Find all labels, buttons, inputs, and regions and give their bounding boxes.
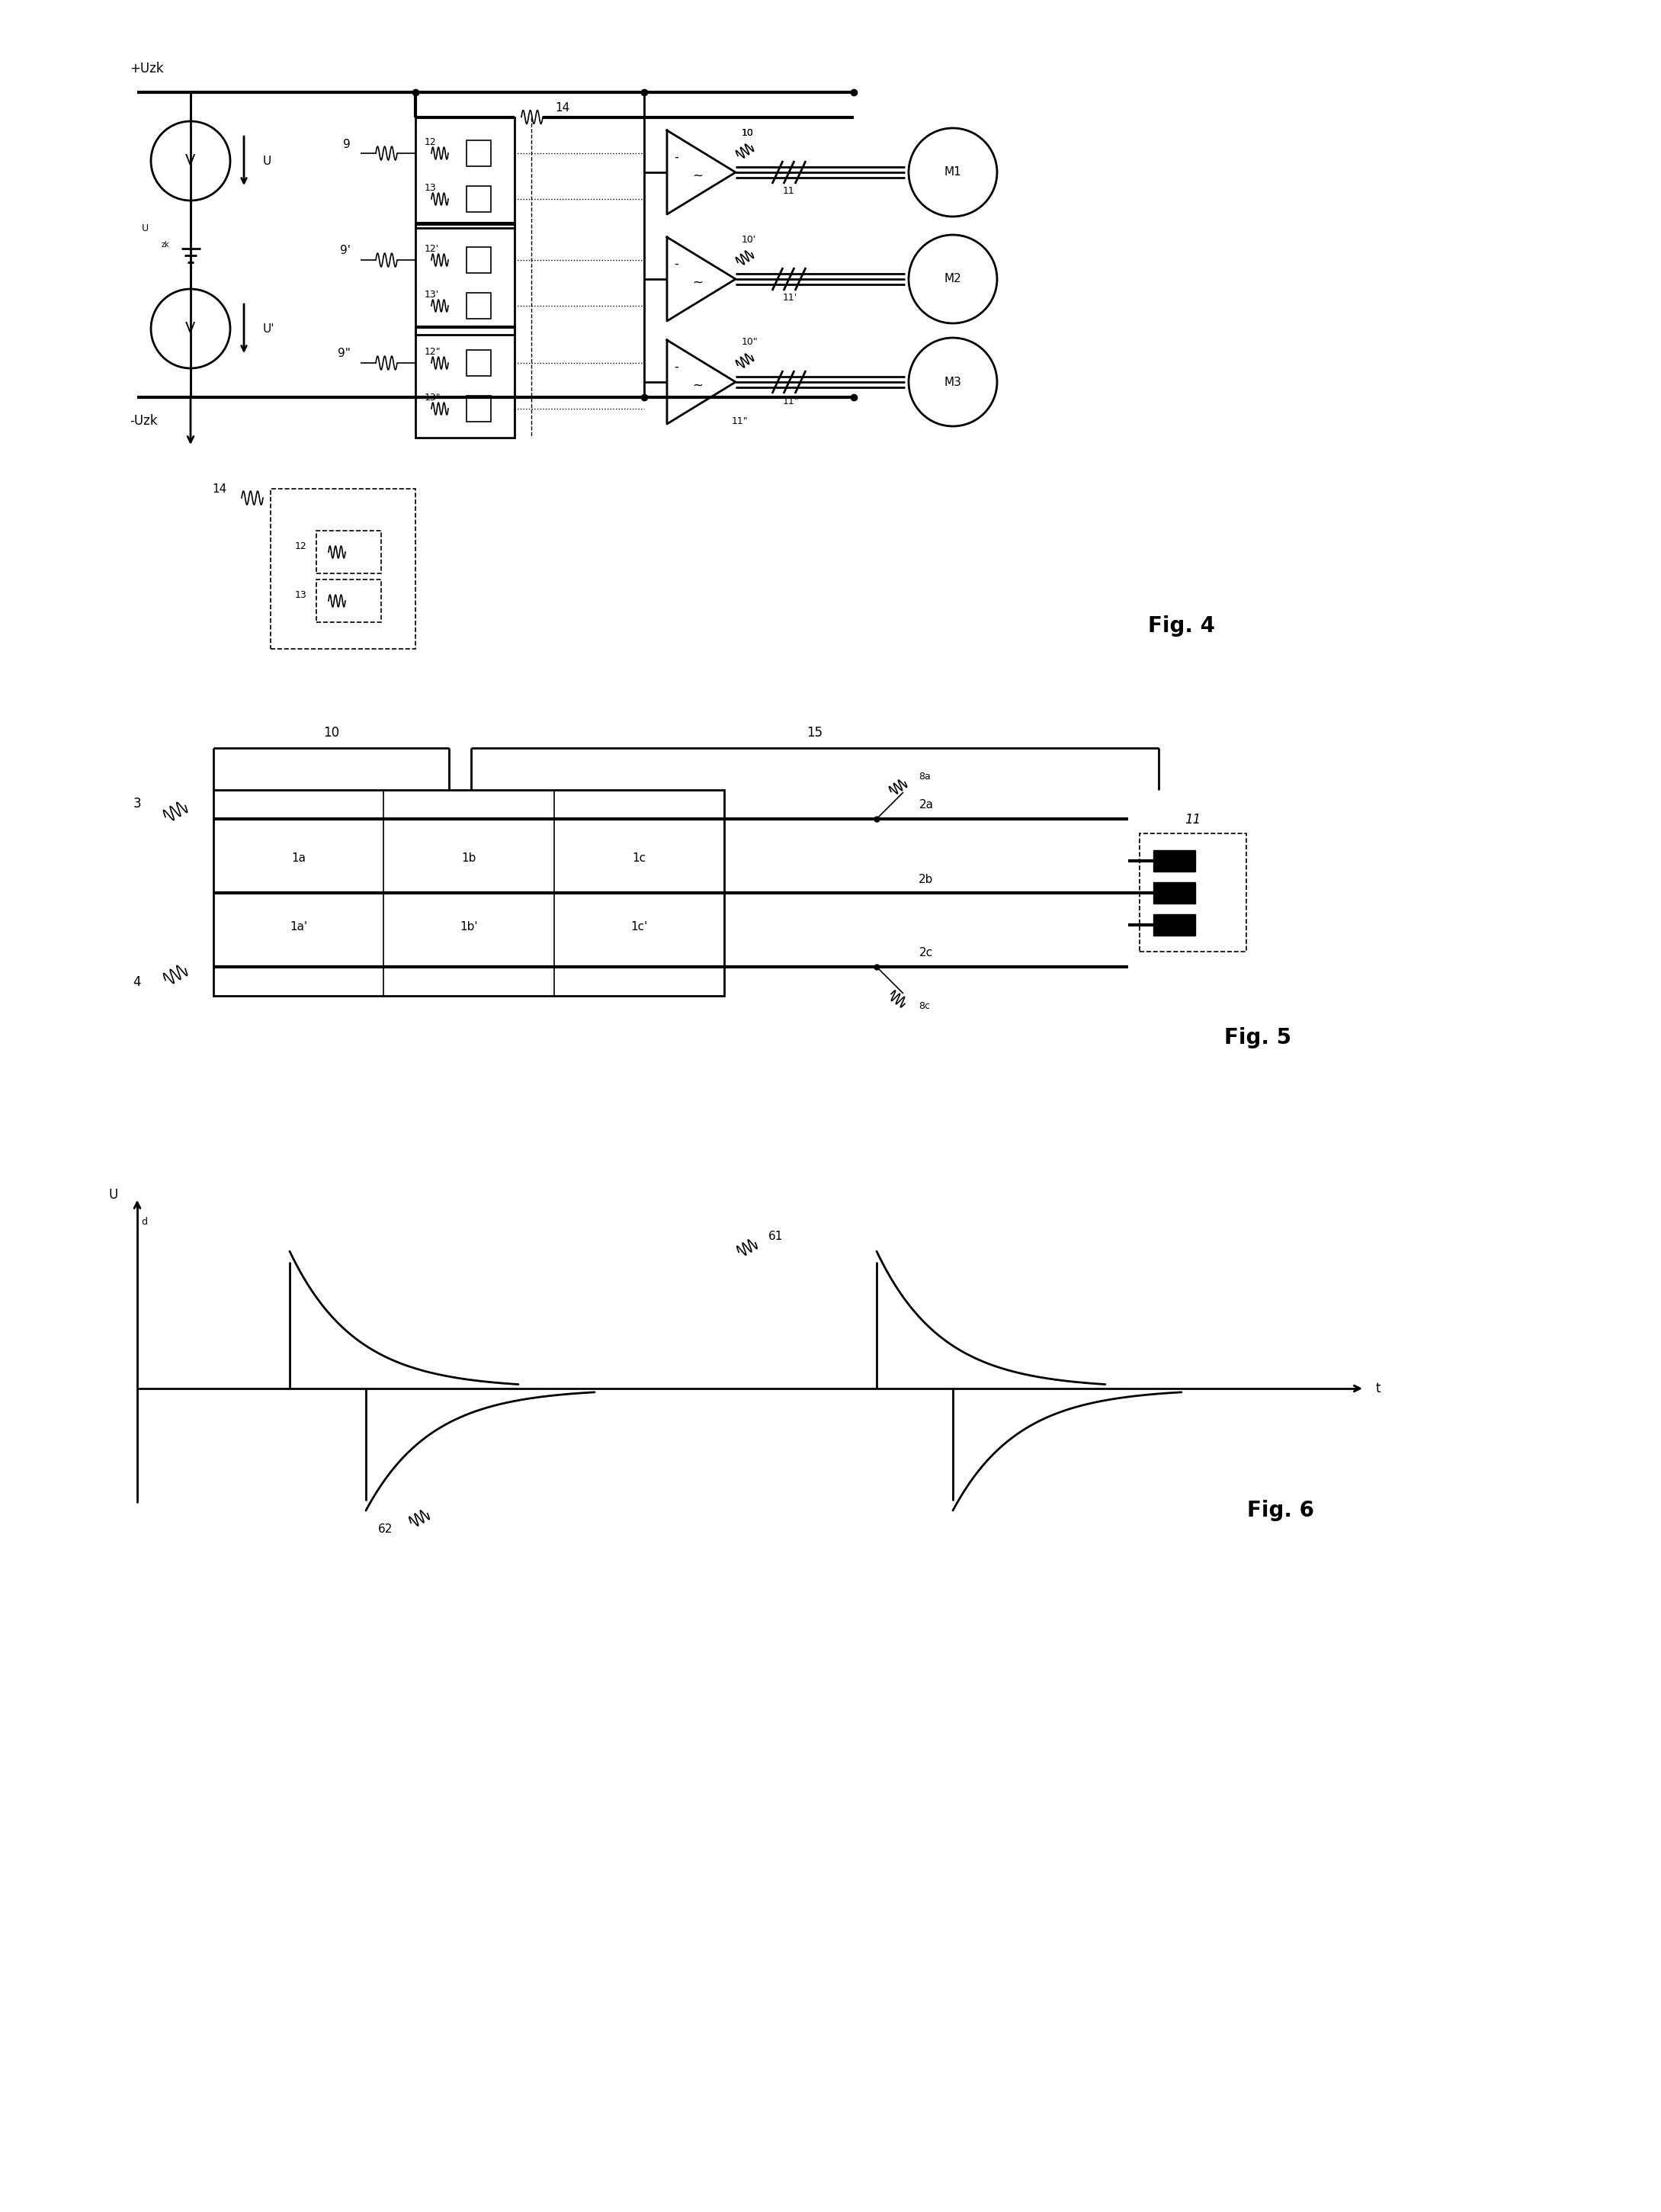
Text: ~: ~: [693, 276, 703, 290]
Text: U: U: [110, 1188, 118, 1201]
Bar: [1153, 914, 1196, 936]
Text: 14: 14: [555, 102, 570, 113]
Bar: [467, 248, 492, 272]
Text: -: -: [674, 150, 678, 164]
Bar: [467, 396, 492, 422]
Text: 9: 9: [344, 139, 350, 150]
Text: 2b: 2b: [919, 874, 933, 885]
Text: 2c: 2c: [919, 947, 933, 958]
Bar: [271, 489, 415, 648]
Text: 9": 9": [337, 347, 350, 361]
Text: 1c': 1c': [631, 922, 648, 933]
Text: 14: 14: [213, 482, 228, 495]
Text: M2: M2: [943, 274, 962, 285]
Bar: [467, 186, 492, 212]
Bar: [316, 531, 380, 573]
Text: 8c: 8c: [919, 1002, 930, 1011]
Text: d: d: [141, 1217, 148, 1228]
Bar: [1153, 883, 1196, 902]
Text: 12: 12: [425, 137, 437, 148]
Text: 12: 12: [294, 542, 306, 551]
Text: 61: 61: [769, 1230, 782, 1241]
Text: 10: 10: [324, 726, 339, 739]
Text: ~: ~: [693, 378, 703, 394]
Text: -: -: [674, 257, 678, 270]
Text: Fig. 6: Fig. 6: [1247, 1500, 1314, 1522]
Text: 13': 13': [425, 290, 439, 299]
Text: 1a: 1a: [291, 854, 306, 865]
Text: +Uzk: +Uzk: [130, 62, 163, 75]
Bar: [415, 117, 515, 228]
Text: zk: zk: [161, 241, 169, 248]
Text: Fig. 4: Fig. 4: [1148, 615, 1216, 637]
Text: t: t: [1375, 1382, 1380, 1396]
Bar: [415, 327, 515, 438]
Text: 1b': 1b': [460, 922, 478, 933]
Text: -Uzk: -Uzk: [130, 414, 158, 427]
Text: ~: ~: [693, 170, 703, 184]
Text: 9': 9': [341, 246, 350, 257]
Bar: [213, 790, 724, 995]
Text: Fig. 5: Fig. 5: [1224, 1026, 1291, 1048]
Text: -: -: [674, 361, 678, 374]
Bar: [467, 139, 492, 166]
Text: 11": 11": [733, 416, 747, 427]
Text: 10": 10": [742, 338, 759, 347]
Bar: [415, 223, 515, 334]
Bar: [467, 292, 492, 319]
Text: V: V: [186, 321, 196, 336]
Text: 11: 11: [1184, 814, 1201, 827]
Text: 15: 15: [807, 726, 822, 739]
Text: 8a: 8a: [919, 772, 930, 781]
Text: 2a: 2a: [919, 799, 933, 812]
Text: 10': 10': [742, 234, 756, 243]
Text: 13": 13": [425, 394, 442, 403]
Text: 12': 12': [425, 243, 439, 254]
Text: 11: 11: [782, 186, 796, 197]
Bar: [467, 349, 492, 376]
Text: 12": 12": [425, 347, 442, 356]
Text: 3: 3: [133, 796, 141, 810]
Text: 10: 10: [742, 128, 754, 137]
Text: U: U: [262, 155, 271, 166]
Text: 1a': 1a': [289, 922, 307, 933]
Text: U: U: [141, 223, 148, 232]
Text: 1c: 1c: [633, 854, 646, 865]
Text: 4: 4: [133, 975, 141, 989]
Text: M3: M3: [943, 376, 962, 387]
Bar: [1139, 834, 1246, 951]
Text: M1: M1: [943, 166, 962, 177]
Text: 62: 62: [377, 1524, 392, 1535]
Bar: [1153, 849, 1196, 872]
Text: 1b: 1b: [462, 854, 477, 865]
Text: 11": 11": [782, 396, 799, 407]
Text: 13: 13: [294, 591, 306, 599]
Text: 11': 11': [782, 294, 797, 303]
Text: 13: 13: [425, 184, 437, 192]
Text: 10: 10: [742, 128, 754, 137]
Text: U': U': [262, 323, 274, 334]
Bar: [316, 580, 380, 622]
Text: V: V: [186, 153, 196, 168]
